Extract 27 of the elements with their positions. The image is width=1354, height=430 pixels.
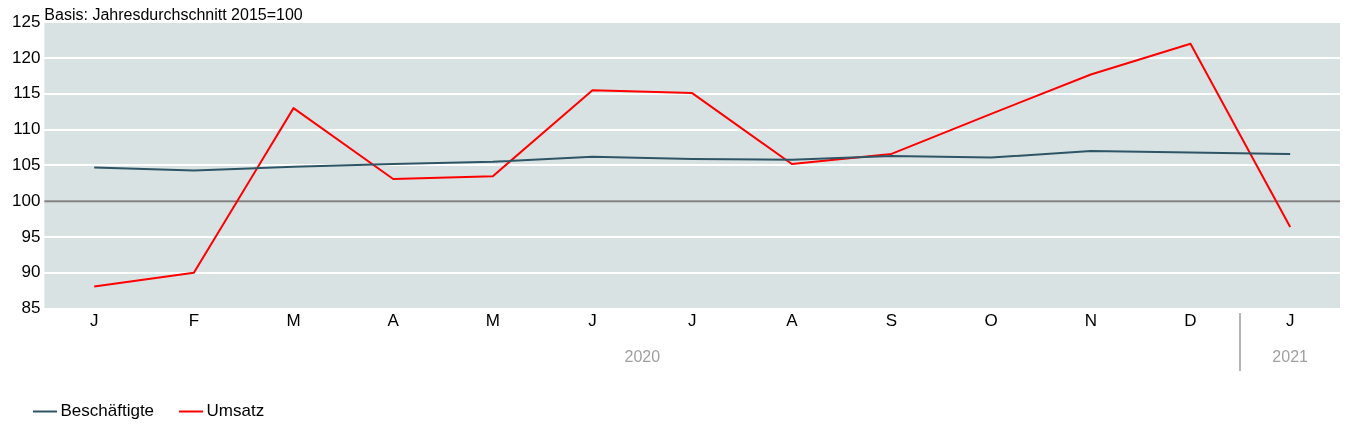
y-tick-label: 100	[11, 190, 41, 210]
legend-label: Umsatz	[206, 401, 265, 421]
y-tick-label: 110	[13, 119, 41, 139]
x-tick-label: N	[1084, 311, 1097, 331]
text: 2020	[624, 348, 661, 366]
x-tick-label: J	[687, 311, 697, 331]
y-tick-label: 85	[21, 298, 41, 318]
y-tick-label: 105	[11, 155, 41, 175]
text: 2021	[1272, 348, 1309, 366]
x-tick-label: J	[588, 311, 597, 331]
y-tick-label: 120	[11, 47, 41, 67]
x-tick-label: O	[984, 311, 998, 331]
x-tick-label: S	[885, 311, 898, 331]
x-tick-label: J	[89, 311, 99, 331]
y-tick-label: 115	[13, 83, 41, 103]
x-tick-label: M	[286, 311, 301, 331]
y-tick-label: 90	[21, 262, 41, 282]
x-tick-label: M	[485, 311, 500, 331]
x-tick-label: A	[387, 311, 400, 331]
x-tick-label: J	[1285, 311, 1295, 331]
x-tick-label: D	[1184, 311, 1197, 331]
y-tick-label: 125	[11, 11, 41, 31]
chart-title: Basis: Jahresdurchschnitt 2015=100	[44, 6, 303, 24]
legend-label: Beschäftigte	[60, 401, 155, 421]
x-tick-label: A	[786, 311, 799, 331]
y-tick-label: 95	[21, 226, 41, 246]
x-tick-label: F	[188, 311, 200, 331]
